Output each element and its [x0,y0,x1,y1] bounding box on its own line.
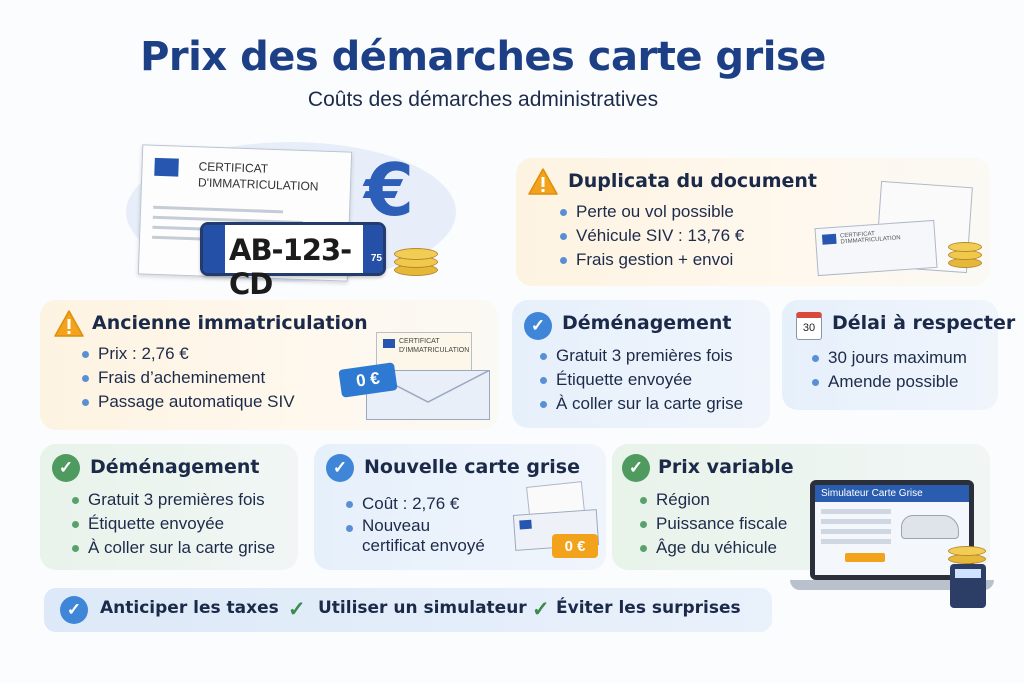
list-item: Véhicule SIV : 13,76 € [556,224,744,248]
list-item: Amende possible [808,370,967,394]
price-tag-value: 0 € [354,368,381,391]
card-demenagement-top-title: Déménagement [562,312,732,334]
page-subtitle: Coûts des démarches administratives [307,88,659,111]
calendar-icon: 30 [796,312,822,340]
plate-number: AB-123-CD [229,233,352,301]
card-demenagement-bottom-list: Gratuit 3 premières fois Étiquette envoy… [68,488,275,560]
check-icon: ✓ [52,454,80,482]
duplicate-document-illustration: CERTIFICAT D'IMMATRICULATION [814,180,984,277]
plate-dept: 75 [370,253,382,264]
check-icon: ✓ [326,454,354,482]
list-item: Gratuit 3 premières fois [68,488,275,512]
laptop-simulator-illustration: Simulateur Carte Grise [782,478,1002,616]
certificate-title-2: D'IMMATRICULATION [197,175,319,194]
card-delai-title: Délai à respecter [832,312,1016,334]
hero-illustration: CERTIFICAT D'IMMATRICULATION AB-123-CD 7… [96,140,476,301]
envelope-illustration: CERTIFICAT D'IMMATRICULATION 0 € [330,326,490,424]
tip-anticiper: Anticiper les taxes [100,598,279,618]
list-item: Étiquette envoyée [536,368,743,392]
tip-surprises: Éviter les surprises [556,598,741,618]
warning-icon [528,168,558,195]
checkmark-icon: ✓ [532,598,550,621]
list-item: Prix : 2,76 € [78,342,295,366]
list-item: Gratuit 3 premières fois [536,344,743,368]
laptop-header: Simulateur Carte Grise [815,485,969,502]
certificate-title-1: CERTIFICAT [198,159,269,176]
card-variable-list: Région Puissance fiscale Âge du véhicule [636,488,787,560]
card-nouvelle-list: Coût : 2,76 € Nouveau certificat envoyé [342,492,492,556]
check-icon: ✓ [60,596,88,624]
card-variable-title: Prix variable [658,456,794,478]
duplicata-doc-label: CERTIFICAT D'IMMATRICULATION [839,231,901,246]
card-duplicata: Duplicata du document Perte ou vol possi… [516,158,990,286]
card-delai-list: 30 jours maximum Amende possible [808,346,967,394]
list-item: À coller sur la carte grise [68,536,275,560]
envelope-doc-label-2: D'IMMATRICULATION [399,347,470,354]
card-delai: 30 Délai à respecter 30 jours maximum Am… [782,300,1015,410]
card-demenagement-top-list: Gratuit 3 premières fois Étiquette envoy… [536,344,743,416]
coins-icon [394,240,438,280]
card-nouvelle: ✓ Nouvelle carte grise Coût : 2,76 € Nou… [314,444,606,570]
card-ancienne-title: Ancienne immatriculation [92,312,368,334]
card-ancienne: Ancienne immatriculation Prix : 2,76 € F… [40,300,498,430]
calendar-day: 30 [802,322,816,334]
new-card-illustration: 0 € [510,481,602,564]
check-icon: ✓ [524,312,552,340]
list-item: Étiquette envoyée [68,512,275,536]
card-demenagement-bottom-title: Déménagement [90,456,260,478]
list-item: Frais d’acheminement [78,366,295,390]
license-plate: AB-123-CD 75 [200,222,386,301]
check-icon: ✓ [622,454,650,482]
eu-flag-icon [154,157,179,177]
warning-icon [54,310,84,337]
price-tag-value: 0 € [564,537,586,555]
list-item: À coller sur la carte grise [536,392,743,416]
card-demenagement-bottom: ✓ Déménagement Gratuit 3 premières fois … [40,444,298,570]
car-icon [901,515,959,539]
checkmark-icon: ✓ [288,598,306,621]
price-tag: 0 € [552,534,598,558]
card-ancienne-list: Prix : 2,76 € Frais d’acheminement Passa… [78,342,295,414]
envelope-doc-label-1: CERTIFICAT [399,338,440,345]
list-item: Région [636,488,787,512]
page-title: Prix des démarches carte grise [140,34,826,80]
euro-icon: € [364,148,415,232]
list-item: Âge du véhicule [636,536,787,560]
calculator-icon [950,564,986,608]
list-item: Passage automatique SIV [78,390,295,414]
list-item: Coût : 2,76 € [342,492,492,516]
list-item: Nouveau certificat envoyé [342,516,492,556]
list-item: Frais gestion + envoi [556,248,744,272]
list-item: 30 jours maximum [808,346,967,370]
card-duplicata-title: Duplicata du document [568,170,818,192]
tip-simulateur: Utiliser un simulateur [318,598,527,618]
list-item: Perte ou vol possible [556,200,744,224]
tips-bar: ✓ Anticiper les taxes ✓ Utiliser un simu… [44,588,772,632]
list-item: Puissance fiscale [636,512,787,536]
card-demenagement-top: ✓ Déménagement Gratuit 3 premières fois … [512,300,770,428]
card-duplicata-list: Perte ou vol possible Véhicule SIV : 13,… [556,200,744,272]
card-nouvelle-title: Nouvelle carte grise [364,456,580,478]
